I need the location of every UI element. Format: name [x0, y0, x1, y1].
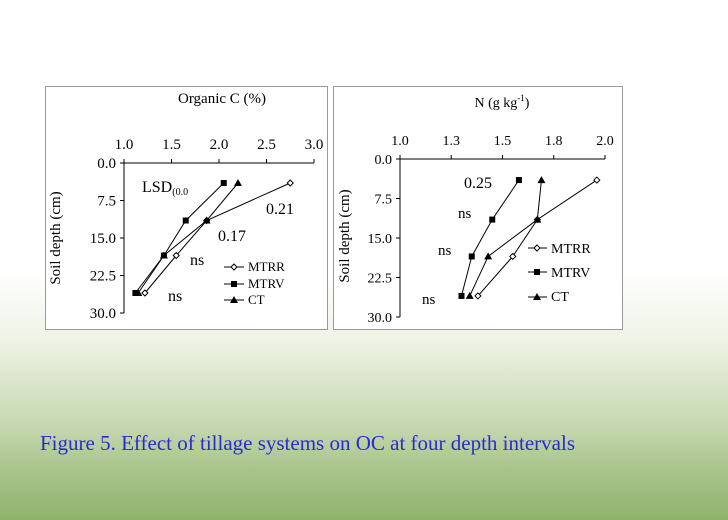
legend-label-mtrr: MTRR: [248, 259, 285, 274]
chart-title: N (g kg-1): [475, 93, 530, 111]
data-point-mtrv: [458, 292, 465, 299]
chart-title-end: ): [525, 96, 530, 111]
chart-legend: MTRR MTRV CT: [224, 259, 285, 307]
annotation-value: ns: [168, 288, 182, 305]
annotation-value: 0.17: [218, 228, 246, 245]
y-tick-label: 0.0: [97, 156, 116, 172]
figure-caption: Figure 5. Effect of tillage systems on O…: [40, 431, 575, 455]
annotation-value: ns: [458, 206, 472, 222]
data-point-mtrr: [593, 176, 601, 184]
data-point-ct: [159, 251, 168, 259]
x-tick-label: 2.0: [210, 137, 229, 153]
data-point-mtrr: [509, 252, 517, 261]
y-tick-label: 7.5: [97, 194, 116, 210]
chart-title: Organic C (%): [178, 91, 266, 107]
y-axis-label: Soil depth (cm): [337, 189, 353, 282]
data-point-ct: [202, 216, 211, 224]
x-tick-label: 1.5: [494, 134, 512, 149]
legend-marker-mtrr: [533, 244, 541, 252]
legend-marker-mtrv: [534, 269, 540, 275]
series-line-mtrv: [461, 179, 520, 297]
legend-label-ct: CT: [248, 292, 265, 307]
y-tick-label: 15.0: [368, 232, 393, 247]
y-tick-label: 30.0: [368, 311, 393, 326]
data-point-mtrr: [172, 251, 180, 260]
legend-marker-mtrv: [231, 281, 237, 287]
y-tick-label: 22.5: [90, 269, 116, 285]
series-line-ct: [137, 182, 239, 294]
x-tick-label: 1.0: [115, 137, 134, 153]
series-line-mtrr: [477, 179, 598, 297]
data-point-ct: [465, 291, 474, 299]
legend-marker-mtrr: [230, 263, 238, 271]
data-point-mtrv: [132, 290, 139, 296]
x-tick-label: 2.0: [596, 134, 614, 149]
y-axis-label: Soil depth (cm): [48, 191, 64, 284]
data-point-ct: [533, 215, 542, 223]
chart-title-exponent: -1: [517, 93, 525, 103]
chart-title-base: N (g kg: [475, 96, 518, 111]
y-tick-label: 7.5: [375, 193, 393, 208]
legend-label-mtrv: MTRV: [551, 266, 590, 281]
legend-label-ct: CT: [551, 290, 569, 305]
chart-organic-c-svg: Organic C (%) Soil depth (cm) LSD(0.0 0.…: [48, 91, 324, 322]
data-point-mtrv: [220, 180, 227, 186]
data-point-ct: [537, 176, 546, 184]
x-tick-label: 2.5: [257, 137, 276, 153]
chart-nitrogen-svg: N (g kg-1) Soil depth (cm) 0.25 ns ns ns…: [337, 93, 614, 326]
annotation-value: 0.25: [464, 175, 492, 192]
series-line-mtrv: [135, 182, 225, 294]
lsd-subscript: (0.0: [172, 187, 188, 198]
data-point-mtrr: [141, 289, 149, 297]
y-tick-label: 0.0: [375, 153, 393, 168]
lsd-label: LSD: [142, 179, 172, 196]
annotation-value: ns: [422, 292, 436, 308]
x-tick-label: 1.3: [443, 134, 461, 149]
data-point-mtrv: [182, 217, 189, 224]
annotation-value: ns: [190, 252, 204, 269]
data-point-ct: [134, 289, 143, 296]
series-line-ct: [469, 180, 542, 297]
annotation-value: 0.21: [266, 201, 294, 218]
lsd-annotation: LSD(0.0: [142, 179, 188, 198]
y-tick-label: 22.5: [368, 272, 393, 287]
data-point-ct: [234, 179, 242, 186]
data-point-ct: [484, 252, 493, 260]
y-tick-label: 15.0: [90, 231, 116, 247]
data-point-mtrv: [489, 216, 496, 223]
x-tick-label: 1.0: [391, 134, 409, 149]
series-line-mtrr: [144, 182, 291, 294]
chart-legend: MTRR MTRV CT: [528, 242, 591, 305]
legend-label-mtrv: MTRV: [248, 276, 285, 291]
x-tick-label: 1.5: [162, 137, 181, 153]
data-point-mtrr: [474, 292, 482, 300]
chart-nitrogen: N (g kg-1) Soil depth (cm) 0.25 ns ns ns…: [333, 86, 623, 330]
data-point-mtrr: [286, 179, 294, 187]
x-tick-label: 3.0: [305, 137, 324, 153]
legend-marker-ct: [230, 296, 238, 303]
x-tick-label: 1.8: [545, 134, 563, 149]
data-point-mtrv: [515, 177, 522, 184]
chart-organic-c: Organic C (%) Soil depth (cm) LSD(0.0 0.…: [45, 86, 328, 330]
legend-marker-ct: [533, 293, 541, 300]
y-tick-label: 30.0: [90, 306, 116, 322]
data-point-mtrv: [468, 253, 475, 260]
annotation-value: ns: [438, 243, 452, 259]
legend-label-mtrr: MTRR: [551, 242, 591, 257]
